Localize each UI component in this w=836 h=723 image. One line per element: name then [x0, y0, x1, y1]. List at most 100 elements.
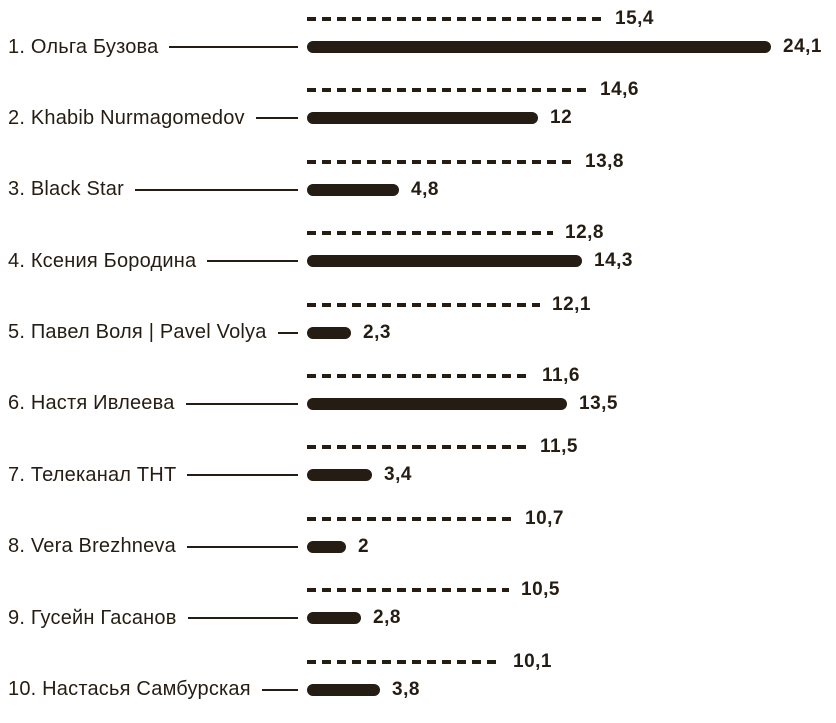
solid-bar	[307, 469, 372, 482]
leader-line	[187, 617, 298, 620]
category-label-row: 5. Павел Воля | Pavel Volya	[8, 319, 300, 347]
category-label: 8. Vera Brezhneva	[8, 535, 176, 558]
solid-bar	[307, 255, 582, 268]
category-label: 5. Павел Воля | Pavel Volya	[8, 321, 267, 344]
category-label: 7. Телеканал ТНТ	[8, 463, 177, 486]
solid-series-row: 2,8	[307, 606, 401, 630]
chart-row: 9. Гусейн Гасанов 10,5 2,8	[0, 571, 836, 642]
solid-series-row: 12	[307, 106, 572, 130]
dashed-bar	[307, 588, 509, 593]
leader-line	[255, 117, 298, 120]
solid-value-label: 14,3	[594, 250, 633, 272]
category-label-row: 3. Black Star	[8, 176, 300, 204]
dashed-series-row: 11,5	[307, 435, 578, 459]
dashed-series-row: 15,4	[307, 7, 654, 31]
leader-line	[185, 402, 298, 405]
category-label: 2. Khabib Nurmagomedov	[8, 106, 245, 129]
chart-row: 7. Телеканал ТНТ 11,5 3,4	[0, 428, 836, 499]
category-label-row: 10. Настасья Самбурская	[8, 676, 300, 704]
dashed-value-label: 11,5	[540, 436, 578, 458]
dashed-series-row: 12,1	[307, 293, 591, 317]
solid-value-label: 3,4	[384, 464, 412, 486]
dashed-bar	[307, 88, 588, 93]
solid-value-label: 13,5	[579, 392, 618, 414]
category-label-row: 8. Vera Brezhneva	[8, 533, 300, 561]
leader-line	[277, 331, 298, 334]
category-label-row: 9. Гусейн Гасанов	[8, 604, 300, 632]
category-label: 3. Black Star	[8, 178, 124, 201]
solid-bar	[307, 112, 538, 125]
solid-series-row: 24,1	[307, 35, 822, 59]
solid-bar	[307, 397, 567, 410]
dashed-bar	[307, 17, 603, 21]
solid-series-row: 13,5	[307, 392, 618, 416]
category-label-row: 2. Khabib Nurmagomedov	[8, 104, 300, 132]
dashed-bar	[307, 445, 528, 450]
solid-value-label: 2,8	[373, 607, 401, 629]
category-label: 6. Настя Ивлеева	[8, 392, 175, 415]
dashed-value-label: 10,1	[513, 650, 552, 672]
dashed-bar	[307, 373, 530, 378]
solid-value-label: 2,3	[363, 321, 391, 343]
chart-row: 3. Black Star 13,8 4,8	[0, 143, 836, 214]
dashed-series-row: 11,6	[307, 364, 580, 388]
solid-bar	[307, 540, 346, 553]
solid-series-row: 4,8	[307, 178, 439, 202]
solid-bar	[307, 183, 399, 196]
dashed-value-label: 10,5	[521, 579, 560, 601]
solid-bar	[307, 612, 361, 625]
category-label: 4. Ксения Бородина	[8, 249, 197, 272]
solid-series-row: 2	[307, 535, 369, 559]
chart-row: 10. Настасья Самбурская 10,1 3,8	[0, 643, 836, 714]
solid-value-label: 24,1	[783, 36, 822, 57]
solid-series-row: 3,4	[307, 463, 412, 487]
category-label-row: 1. Ольга Бузова	[8, 33, 300, 61]
chart-row: 2. Khabib Nurmagomedov 14,6 12	[0, 71, 836, 142]
solid-bar	[307, 326, 351, 339]
chart-row: 1. Ольга Бузова 15,4 24,1	[0, 0, 836, 71]
chart-row: 6. Настя Ивлеева 11,6 13,5	[0, 357, 836, 428]
dashed-value-label: 12,1	[552, 293, 591, 315]
solid-series-row: 3,8	[307, 678, 420, 702]
dashed-series-row: 10,1	[307, 650, 552, 674]
dashed-bar	[307, 516, 513, 521]
dashed-bar	[307, 231, 553, 236]
dashed-value-label: 12,8	[565, 222, 604, 244]
dashed-series-row: 13,8	[307, 150, 624, 174]
chart-row: 8. Vera Brezhneva 10,7 2	[0, 500, 836, 571]
solid-series-row: 14,3	[307, 249, 633, 273]
solid-bar	[307, 683, 380, 696]
dashed-value-label: 11,6	[542, 364, 580, 386]
leader-line	[187, 474, 298, 477]
category-label-row: 4. Ксения Бородина	[8, 247, 300, 275]
category-label-row: 7. Телеканал ТНТ	[8, 461, 300, 489]
dashed-bar	[307, 159, 573, 164]
leader-line	[207, 260, 298, 263]
leader-line	[169, 46, 298, 48]
category-label: 1. Ольга Бузова	[8, 35, 159, 58]
category-label-row: 6. Настя Ивлеева	[8, 390, 300, 418]
dashed-value-label: 14,6	[600, 79, 639, 101]
leader-line	[186, 545, 298, 548]
leader-line	[261, 688, 298, 691]
dashed-value-label: 10,7	[525, 507, 564, 529]
category-label: 9. Гусейн Гасанов	[8, 606, 177, 629]
solid-bar	[307, 41, 771, 53]
solid-series-row: 2,3	[307, 321, 391, 345]
solid-value-label: 4,8	[411, 178, 439, 200]
dashed-bar	[307, 659, 501, 664]
dashed-value-label: 13,8	[585, 150, 624, 172]
chart-row: 5. Павел Воля | Pavel Volya 12,1 2,3	[0, 286, 836, 357]
dashed-bar	[307, 302, 540, 307]
chart-row: 4. Ксения Бородина 12,8 14,3	[0, 214, 836, 285]
dashed-series-row: 14,6	[307, 78, 639, 102]
solid-value-label: 2	[358, 535, 370, 557]
dashed-series-row: 10,7	[307, 507, 564, 531]
dashed-series-row: 12,8	[307, 221, 604, 245]
leader-line	[134, 188, 298, 191]
category-label: 10. Настасья Самбурская	[8, 678, 251, 701]
solid-value-label: 12	[550, 107, 573, 129]
dashed-series-row: 10,5	[307, 578, 560, 602]
